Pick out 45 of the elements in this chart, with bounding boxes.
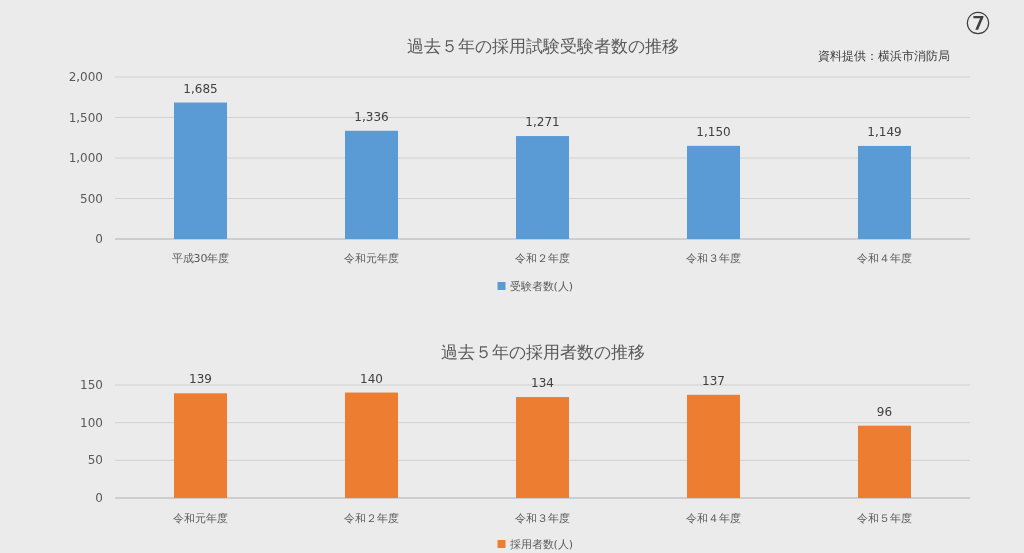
data-label: 140 [360, 371, 383, 386]
x-tick-label: 令和２年度 [344, 512, 399, 525]
data-label: 134 [531, 376, 554, 391]
x-tick-label: 令和元年度 [173, 512, 228, 525]
bar [516, 136, 570, 239]
y-tick-label: 0 [95, 491, 103, 505]
bar [174, 393, 228, 498]
bar [687, 394, 741, 498]
text: 1,149 [867, 124, 902, 139]
y-tick-label: 0 [95, 232, 103, 246]
y-tick-label: 50 [87, 453, 103, 468]
text: 1,150 [696, 124, 731, 139]
bar [858, 145, 912, 239]
chart-title: 過去５年の採用者数の推移 [440, 342, 645, 362]
data-label: 96 [876, 404, 893, 419]
text: 資料提供：横浜市消防局 [818, 49, 950, 63]
text: ⑦ [964, 6, 992, 41]
bar [345, 392, 399, 498]
x-tick-label: 令和２年度 [515, 252, 570, 265]
x-tick-label: 令和５年度 [857, 512, 912, 525]
x-tick-label: 令和３年度 [686, 252, 741, 265]
y-tick-label: 1,500 [68, 110, 103, 125]
y-tick-label: 500 [80, 191, 103, 206]
y-tick-label: 100 [80, 415, 103, 430]
text: 1,271 [525, 115, 560, 130]
text: 1,336 [354, 109, 389, 124]
bar [345, 130, 399, 239]
y-tick-label: 1,000 [68, 151, 103, 165]
y-tick-label: 2,000 [68, 70, 103, 84]
y-tick-label: 150 [80, 378, 103, 392]
bar [687, 145, 741, 239]
legend-label: 採用者数(人) [509, 538, 574, 551]
bar [174, 102, 228, 239]
x-tick-label: 令和４年度 [857, 252, 912, 265]
data-label: 137 [702, 373, 725, 388]
data-label: 139 [189, 372, 212, 387]
x-tick-label: 令和４年度 [686, 512, 741, 525]
bar [516, 397, 570, 498]
bar [858, 425, 912, 498]
chart-title: 過去５年の採用試験受験者数の推移 [406, 36, 679, 56]
x-tick-label: 令和元年度 [344, 252, 399, 265]
x-tick-label: 令和３年度 [515, 512, 570, 525]
text: 1,685 [183, 81, 218, 96]
legend-label: 受験者数(人) [509, 280, 574, 293]
x-tick-label: 平成30年度 [171, 252, 230, 265]
